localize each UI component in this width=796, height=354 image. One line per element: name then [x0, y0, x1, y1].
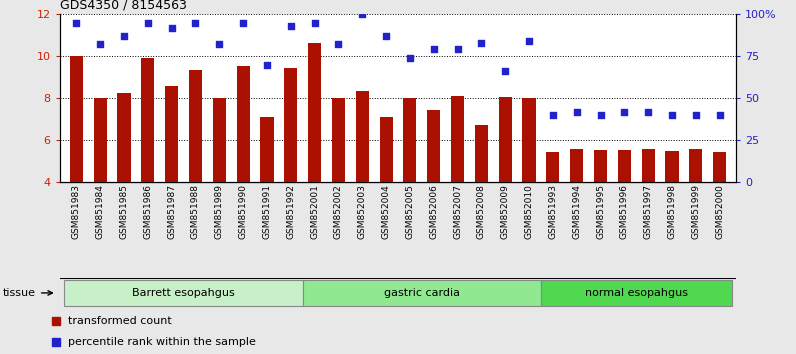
Point — [166, 25, 178, 30]
Point — [260, 62, 273, 67]
Text: GSM851990: GSM851990 — [239, 184, 248, 239]
Point — [189, 20, 202, 25]
Bar — [451, 96, 464, 182]
Text: GSM851998: GSM851998 — [668, 184, 677, 239]
Point — [404, 55, 416, 61]
Text: gastric cardia: gastric cardia — [384, 288, 460, 298]
Point — [380, 33, 392, 39]
Text: GSM852004: GSM852004 — [381, 184, 391, 239]
Point — [427, 47, 440, 52]
Point — [547, 112, 560, 118]
Bar — [570, 149, 583, 182]
Text: GSM851984: GSM851984 — [96, 184, 105, 239]
Point — [523, 38, 536, 44]
FancyBboxPatch shape — [302, 280, 541, 306]
Bar — [404, 98, 416, 182]
Point — [618, 109, 630, 114]
Bar — [713, 152, 726, 182]
Point — [284, 23, 297, 29]
Point — [70, 20, 83, 25]
Point — [713, 112, 726, 118]
Text: GSM852009: GSM852009 — [501, 184, 509, 239]
Bar — [665, 151, 678, 182]
Text: GSM852008: GSM852008 — [477, 184, 486, 239]
Bar — [522, 98, 536, 182]
Text: GSM852007: GSM852007 — [453, 184, 462, 239]
Text: GSM851988: GSM851988 — [191, 184, 200, 239]
Text: GSM852001: GSM852001 — [310, 184, 319, 239]
Point — [142, 20, 154, 25]
Bar — [475, 125, 488, 182]
Point — [475, 40, 488, 46]
Text: GSM851994: GSM851994 — [572, 184, 581, 239]
Point — [499, 68, 512, 74]
Text: GSM851996: GSM851996 — [620, 184, 629, 239]
Point — [308, 20, 321, 25]
Bar — [308, 42, 321, 182]
Text: GSM851997: GSM851997 — [644, 184, 653, 239]
Bar — [498, 97, 512, 182]
Point — [213, 41, 226, 47]
Bar — [94, 98, 107, 182]
Bar — [618, 150, 631, 182]
Point — [594, 112, 607, 118]
Bar — [427, 110, 440, 182]
Bar — [594, 150, 607, 182]
Text: percentile rank within the sample: percentile rank within the sample — [68, 337, 256, 348]
Bar — [642, 149, 654, 182]
Text: GSM852010: GSM852010 — [525, 184, 533, 239]
FancyBboxPatch shape — [541, 280, 732, 306]
Text: GDS4350 / 8154563: GDS4350 / 8154563 — [60, 0, 186, 12]
Text: Barrett esopahgus: Barrett esopahgus — [132, 288, 235, 298]
Point — [356, 11, 369, 17]
Text: GSM851989: GSM851989 — [215, 184, 224, 239]
Point — [118, 33, 131, 39]
Point — [94, 41, 107, 47]
Text: GSM851986: GSM851986 — [143, 184, 152, 239]
Text: GSM852000: GSM852000 — [715, 184, 724, 239]
Point — [451, 46, 464, 51]
Bar — [213, 98, 226, 182]
Bar — [284, 68, 298, 182]
Point — [332, 41, 345, 47]
Bar — [689, 149, 702, 182]
Text: GSM851993: GSM851993 — [548, 184, 557, 239]
Text: normal esopahgus: normal esopahgus — [585, 288, 688, 298]
Bar — [165, 86, 178, 182]
Text: GSM851987: GSM851987 — [167, 184, 176, 239]
Text: GSM852003: GSM852003 — [357, 184, 367, 239]
Point — [236, 20, 249, 25]
Point — [642, 109, 654, 114]
Text: tissue: tissue — [3, 288, 53, 298]
Bar — [70, 56, 83, 182]
Text: GSM852006: GSM852006 — [429, 184, 439, 239]
Text: GSM851992: GSM851992 — [287, 184, 295, 239]
Text: GSM851985: GSM851985 — [119, 184, 128, 239]
Bar — [380, 117, 392, 182]
Point — [570, 109, 583, 114]
Bar — [118, 93, 131, 182]
Bar — [546, 152, 560, 182]
FancyBboxPatch shape — [64, 280, 302, 306]
Bar — [260, 117, 274, 182]
Bar — [142, 58, 154, 182]
Point — [689, 112, 702, 118]
Text: GSM851999: GSM851999 — [691, 184, 700, 239]
Point — [665, 112, 678, 118]
Text: GSM851991: GSM851991 — [263, 184, 271, 239]
Text: GSM852002: GSM852002 — [334, 184, 343, 239]
Text: GSM851995: GSM851995 — [596, 184, 605, 239]
Bar — [356, 91, 369, 182]
Text: GSM852005: GSM852005 — [405, 184, 415, 239]
Bar — [236, 65, 250, 182]
Bar — [189, 70, 202, 182]
Text: GSM851983: GSM851983 — [72, 184, 81, 239]
Bar — [332, 98, 345, 182]
Text: transformed count: transformed count — [68, 316, 171, 326]
